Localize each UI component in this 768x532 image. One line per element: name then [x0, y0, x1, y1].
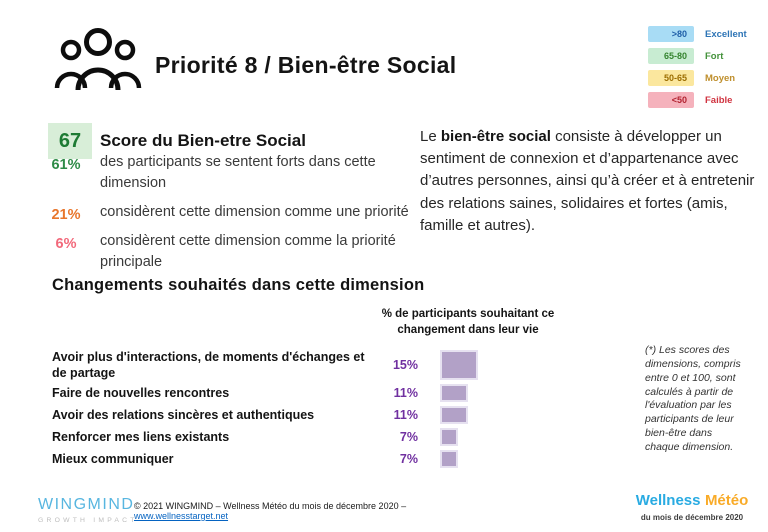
wellness-logo-word1: Wellness: [635, 492, 701, 509]
stat-value: 6%: [55, 236, 77, 253]
legend-range-badge: >80: [648, 26, 694, 42]
legend-row-faible: <50 Faible: [648, 92, 764, 108]
stat-row-priority: 21% considèrent cette dimension comme un…: [40, 202, 412, 223]
legend-range-badge: 50-65: [648, 70, 694, 86]
copyright-line: © 2021 WINGMIND – Wellness Météo du mois…: [134, 501, 464, 521]
legend-row-excellent: >80 Excellent: [648, 26, 764, 42]
description-bold-term: bien-être social: [440, 128, 551, 145]
chart-row-value: 11%: [393, 386, 418, 400]
wingmind-logo-tagline: GROWTH IMPACT: [38, 517, 138, 524]
score-badge: 67: [48, 123, 92, 159]
chart-bar: [440, 384, 468, 402]
stat-row-strong: 61% des participants se sentent forts da…: [40, 152, 412, 194]
changes-section-heading: Changements souhaités dans cette dimensi…: [52, 276, 425, 294]
chart-row-label: Faire de nouvelles rencontres: [52, 385, 230, 400]
copyright-text: © 2021 WINGMIND – Wellness Météo du mois…: [134, 501, 407, 511]
chart-bar: [440, 350, 478, 380]
chart-row-label: Mieux communiquer: [52, 451, 174, 466]
chart-bar: [440, 450, 458, 468]
legend-label: Excellent: [705, 28, 747, 40]
dimension-description: Le bien-être social consiste à développe…: [420, 126, 758, 237]
stat-label: considèrent cette dimension comme la pri…: [100, 233, 396, 271]
chart-row-value: 7%: [399, 430, 418, 444]
wellness-logo-word2: Météo: [704, 492, 749, 509]
wingmind-logo-name: WINGMIND: [38, 496, 135, 513]
chart-row-value: 15%: [392, 358, 418, 372]
wellnesstarget-link[interactable]: www.wellnesstarget.net: [134, 511, 229, 521]
legend-label: Moyen: [705, 72, 736, 84]
stat-label: des participants se sentent forts dans c…: [100, 154, 376, 192]
legend-row-moyen: 50-65 Moyen: [648, 70, 764, 86]
chart-row: Mieux communiquer 7%: [52, 448, 612, 470]
chart-bar: [440, 406, 468, 424]
stat-label: considèrent cette dimension comme une pr…: [100, 204, 409, 221]
chart-row: Avoir plus d'interactions, de moments d'…: [52, 348, 612, 382]
score-legend: >80 Excellent 65-80 Fort 50-65 Moyen <50…: [648, 26, 764, 114]
chart-row: Faire de nouvelles rencontres 11%: [52, 382, 612, 404]
chart-row-label: Avoir plus d'interactions, de moments d'…: [52, 349, 365, 380]
wellness-logo-subtitle: du mois de décembre 2020: [640, 513, 744, 522]
legend-range-badge: 65-80: [648, 48, 694, 64]
participation-stats: 61% des participants se sentent forts da…: [40, 152, 412, 281]
description-prefix: Le: [420, 128, 441, 145]
chart-row-value: 11%: [393, 408, 418, 422]
legend-range-badge: <50: [648, 92, 694, 108]
stat-value: 21%: [51, 207, 81, 224]
chart-row-label: Avoir des relations sincères et authenti…: [52, 407, 315, 422]
legend-label: Faible: [705, 94, 733, 106]
chart-row: Avoir des relations sincères et authenti…: [52, 404, 612, 426]
legend-label: Fort: [705, 50, 724, 62]
description-rest: consiste à développer un sentiment de co…: [420, 128, 755, 234]
legend-row-fort: 65-80 Fort: [648, 48, 764, 64]
chart-column-header: % de participants souhaitant ce changeme…: [381, 308, 555, 336]
wellness-meteo-logo: Wellness Météo du mois de décembre 2020: [624, 492, 760, 522]
chart-row: Renforcer mes liens existants 7%: [52, 426, 612, 448]
scores-footnote: (*) Les scores des dimensions, compris e…: [645, 344, 741, 454]
wingmind-logo: WINGMIND GROWTH IMPACT: [38, 496, 138, 524]
page-title: Priorité 8 / Bien-être Social: [155, 52, 457, 78]
chart-row-label: Renforcer mes liens existants: [52, 429, 230, 444]
chart-row-value: 7%: [399, 452, 418, 466]
chart-rows: Avoir plus d'interactions, de moments d'…: [52, 348, 612, 470]
stat-value: 61%: [51, 157, 81, 173]
stat-row-main-priority: 6% considèrent cette dimension comme la …: [40, 231, 412, 273]
people-group-icon: [54, 28, 142, 91]
chart-bar: [440, 428, 458, 446]
score-title: Score du Bien-etre Social: [100, 131, 306, 150]
